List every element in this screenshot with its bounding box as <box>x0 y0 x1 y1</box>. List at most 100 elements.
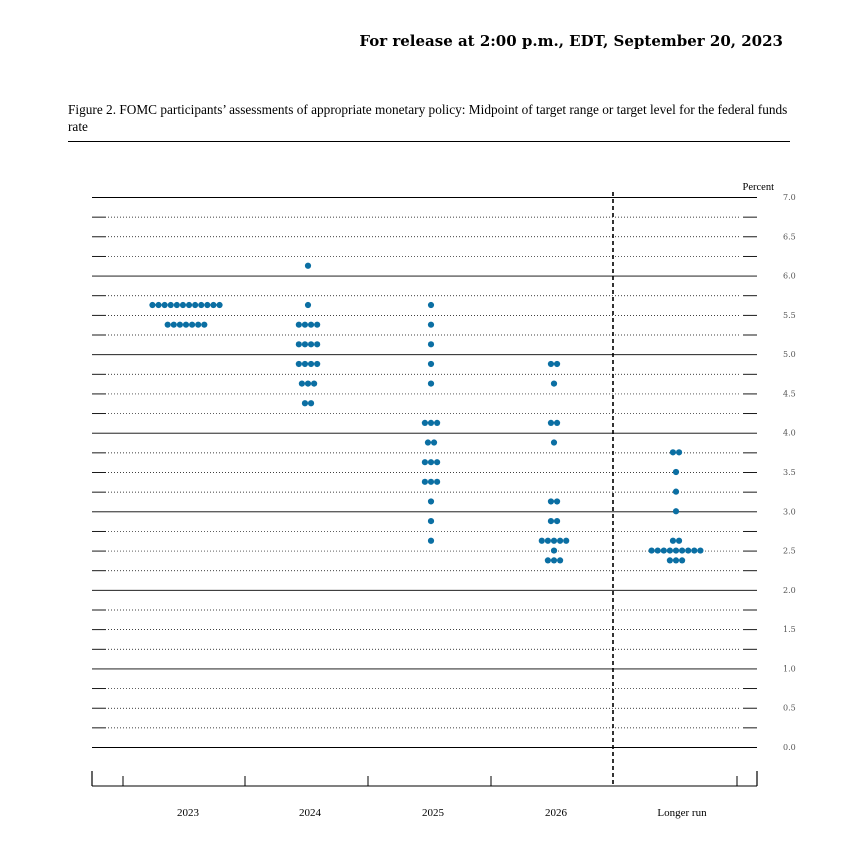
y-tick-label: 0.5 <box>783 704 796 713</box>
participant-dot <box>563 537 570 544</box>
participant-dot <box>430 439 438 446</box>
participant-dot <box>427 301 435 309</box>
participant-dot <box>675 537 683 544</box>
participant-dot <box>427 360 435 368</box>
y-tick-labels: 0.0 0.5 1.0 1.5 2.0 2.5 3.0 3.5 4.0 4.5 5.0 5.5 6.0 6… <box>783 193 796 752</box>
participant-dot <box>434 478 441 485</box>
participant-dot <box>427 459 435 466</box>
participant-dot <box>434 459 441 466</box>
participant-dot <box>675 449 683 456</box>
title-rule <box>68 141 790 142</box>
participant-dot <box>550 537 558 544</box>
y-tick-label: 6.0 <box>783 272 796 281</box>
y-tick-label: 5.0 <box>783 350 796 359</box>
release-notice: For release at 2:00 p.m., EDT, September… <box>359 32 783 50</box>
participant-dot <box>155 301 162 309</box>
participant-dot <box>307 321 315 328</box>
participant-dot <box>427 321 435 328</box>
participant-dot <box>427 478 435 485</box>
participant-dot <box>679 547 686 554</box>
x-axis: 2023 2024 2025 2026 Longer run <box>91 771 758 819</box>
participant-dot <box>547 498 555 505</box>
participant-dot <box>547 419 555 426</box>
participant-dot <box>311 380 318 387</box>
participant-dot <box>679 557 686 564</box>
x-category-label: 2025 <box>422 807 445 819</box>
participant-dot <box>421 459 428 466</box>
participant-dot <box>301 400 309 407</box>
participant-dot <box>427 341 435 348</box>
participant-dot <box>301 360 309 368</box>
participant-dot <box>666 547 674 554</box>
participant-dot <box>182 321 190 328</box>
participant-dot <box>553 498 561 505</box>
participant-dot <box>544 557 552 564</box>
participant-dot <box>307 400 315 407</box>
participant-dot <box>314 360 321 368</box>
participant-dot <box>189 321 196 328</box>
participant-dot <box>176 321 183 328</box>
y-tick-label: 1.0 <box>783 664 796 673</box>
y-tick-label: 6.5 <box>783 232 796 241</box>
participant-dot <box>185 301 193 309</box>
y-tick-label: 4.5 <box>783 389 796 398</box>
participant-dot <box>198 301 205 309</box>
participant-dot <box>424 439 432 446</box>
participant-dot <box>301 321 309 328</box>
participant-dot <box>314 321 321 328</box>
participant-dot <box>672 488 680 495</box>
y-axis-unit-label: Percent <box>743 182 775 193</box>
participant-dot <box>550 547 558 554</box>
x-category-label: 2026 <box>545 807 568 819</box>
participant-dot <box>660 547 667 554</box>
participant-dot <box>553 419 561 426</box>
participant-dot <box>427 498 435 505</box>
participant-dot <box>427 419 435 426</box>
participant-dot <box>547 360 555 368</box>
participant-dot <box>685 547 692 554</box>
participant-dot <box>550 439 558 446</box>
participant-dot <box>654 547 661 554</box>
participant-dot <box>553 518 561 525</box>
participant-dot <box>672 557 680 564</box>
participant-dot <box>295 360 302 368</box>
participant-dot <box>304 301 312 309</box>
participant-dot <box>192 301 199 309</box>
participant-dot <box>195 321 202 328</box>
y-tick-label: 1.5 <box>783 625 796 634</box>
participant-dot <box>421 478 428 485</box>
dots-layer <box>149 262 704 564</box>
grid-lines <box>92 192 757 786</box>
y-tick-label: 4.0 <box>783 429 796 438</box>
participant-dot <box>210 301 217 309</box>
participant-dot <box>301 341 309 348</box>
participant-dot <box>427 537 435 544</box>
participant-dot <box>672 547 680 554</box>
participant-dot <box>550 557 558 564</box>
participant-dot <box>672 468 680 476</box>
participant-dot <box>298 380 305 387</box>
participant-dot <box>557 557 564 564</box>
participant-dot <box>295 341 302 348</box>
participant-dot <box>167 301 174 309</box>
y-tick-label: 5.5 <box>783 311 796 320</box>
participant-dot <box>427 380 435 387</box>
y-tick-label: 3.5 <box>783 468 796 477</box>
participant-dot <box>544 537 552 544</box>
participant-dot <box>547 518 555 525</box>
participant-dot <box>434 419 441 426</box>
participant-dot <box>161 301 168 309</box>
participant-dot <box>204 301 211 309</box>
participant-dot <box>307 341 315 348</box>
y-tick-label: 2.5 <box>783 547 796 556</box>
participant-dot <box>179 301 187 309</box>
x-category-label: 2024 <box>299 807 322 819</box>
participant-dot <box>421 419 428 426</box>
participant-dot <box>672 508 680 515</box>
participant-dot <box>427 518 435 525</box>
participant-dot <box>691 547 698 554</box>
figure-title: Figure 2. FOMC participants’ assessments… <box>68 102 788 134</box>
participant-dot <box>173 301 180 309</box>
participant-dot <box>538 537 545 544</box>
